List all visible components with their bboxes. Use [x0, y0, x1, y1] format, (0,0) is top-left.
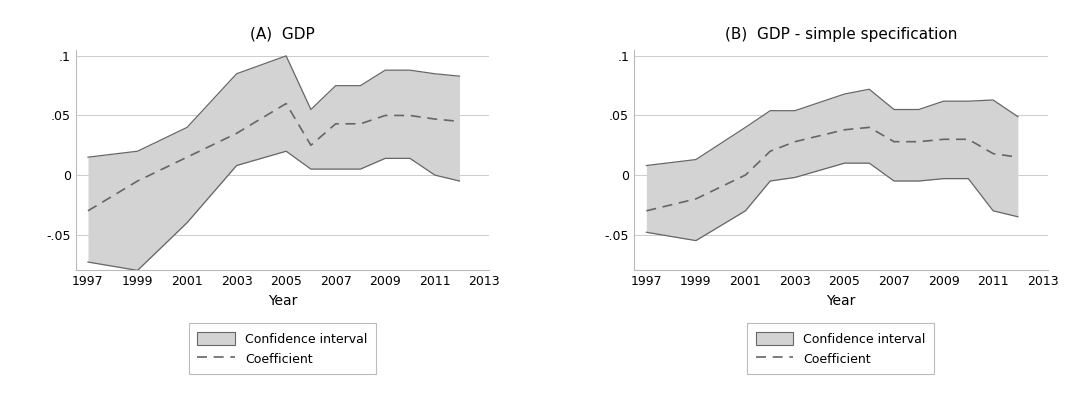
X-axis label: Year: Year — [826, 294, 855, 308]
Title: (A)  GDP: (A) GDP — [251, 27, 314, 42]
Legend: Confidence interval, Coefficient: Confidence interval, Coefficient — [189, 323, 376, 374]
Title: (B)  GDP - simple specification: (B) GDP - simple specification — [725, 27, 957, 42]
Legend: Confidence interval, Coefficient: Confidence interval, Coefficient — [747, 323, 934, 374]
X-axis label: Year: Year — [268, 294, 297, 308]
